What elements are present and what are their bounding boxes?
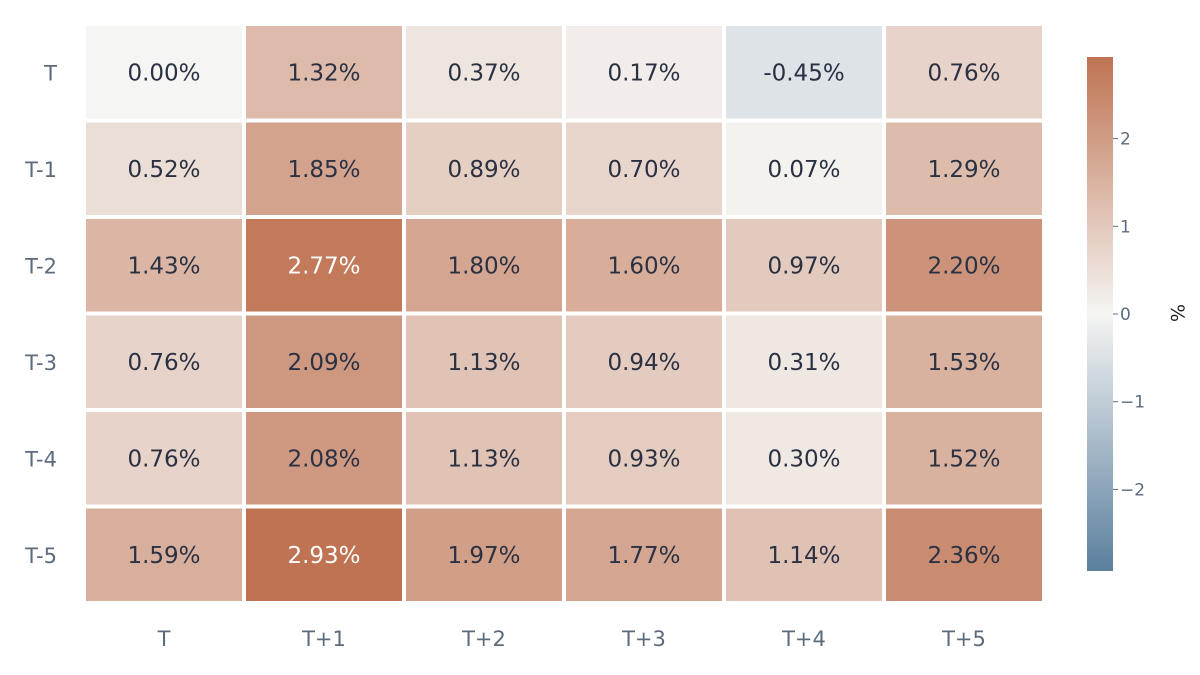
heatmap-cell (86, 315, 242, 408)
y-axis-ticks: T T-1 T-2 T-3 T-4 T-5 (24, 61, 57, 568)
cell-value-label: 1.52% (927, 446, 1000, 472)
heatmap-cell (406, 26, 562, 119)
cell-value-label: 1.53% (927, 350, 1000, 376)
cell-value-label: 0.31% (767, 350, 840, 376)
x-tick-label: T (157, 627, 171, 651)
heatmap-cell (246, 508, 402, 601)
heatmap-cell (726, 412, 882, 505)
colorbar-tick-label: 1 (1120, 217, 1131, 237)
heatmap-cell (406, 508, 562, 601)
x-tick-label: T+5 (941, 627, 986, 651)
y-tick-label: T (43, 61, 57, 85)
cell-value-label: 1.59% (127, 543, 200, 569)
heatmap-cell (566, 26, 722, 119)
cell-value-label: 0.00% (127, 60, 200, 86)
heatmap-cell (886, 508, 1042, 601)
heatmap-cell (406, 412, 562, 505)
heatmap-cell (406, 219, 562, 312)
cell-value-label: 0.76% (127, 350, 200, 376)
cell-value-label: 0.70% (607, 157, 680, 183)
heatmap-cell (406, 122, 562, 215)
heatmap-cell (886, 412, 1042, 505)
colorbar-gradient (1087, 57, 1113, 571)
heatmap-cell (86, 508, 242, 601)
heatmap-cell (886, 122, 1042, 215)
x-tick-label: T+3 (621, 627, 666, 651)
cell-value-label: 1.43% (127, 253, 200, 279)
colorbar-tick-label: 2 (1120, 130, 1131, 150)
heatmap-cell (566, 412, 722, 505)
y-tick-label: T-4 (24, 447, 57, 471)
cell-value-label: 1.77% (607, 543, 680, 569)
cell-value-label: 1.32% (287, 60, 360, 86)
cell-value-label: 2.20% (927, 253, 1000, 279)
heatmap-cell (86, 219, 242, 312)
x-tick-label: T+1 (301, 627, 346, 651)
cell-value-label: 2.77% (287, 253, 360, 279)
heatmap-cells: 0.00% 1.32% 0.37% 0.17% -0.45% 0.76% 0.52% 1.85… (86, 26, 1042, 601)
y-tick-label: T-3 (24, 351, 57, 375)
cell-value-label: 2.08% (287, 446, 360, 472)
cell-value-label: 0.94% (607, 350, 680, 376)
heatmap-cell (566, 315, 722, 408)
heatmap-cell (726, 219, 882, 312)
cell-value-label: 0.37% (447, 60, 520, 86)
x-axis-ticks: T T+1 T+2 T+3 T+4 T+5 (157, 627, 986, 651)
cell-value-label: 0.76% (127, 446, 200, 472)
cell-value-label: 2.36% (927, 543, 1000, 569)
cell-value-label: 1.85% (287, 157, 360, 183)
heatmap-cell (566, 122, 722, 215)
heatmap-cell (726, 26, 882, 119)
cell-value-label: 1.80% (447, 253, 520, 279)
y-tick-label: T-2 (24, 254, 57, 278)
cell-value-label: 0.76% (927, 60, 1000, 86)
cell-value-label: 0.07% (767, 157, 840, 183)
heatmap-cell (246, 122, 402, 215)
heatmap-cell (886, 315, 1042, 408)
cell-value-label: 2.93% (287, 543, 360, 569)
colorbar-title: % (1166, 304, 1188, 322)
heatmap-cell (86, 122, 242, 215)
heatmap-cell (246, 315, 402, 408)
heatmap-cell (246, 26, 402, 119)
heatmap-cell (726, 508, 882, 601)
colorbar-tick-label: −1 (1120, 393, 1145, 413)
cell-value-label: 1.13% (447, 446, 520, 472)
cell-value-label: 2.09% (287, 350, 360, 376)
colorbar-ticks: 2 1 0 −1 −2 (1113, 130, 1145, 500)
cell-value-label: -0.45% (763, 60, 844, 86)
heatmap-cell (86, 26, 242, 119)
colorbar-tick-label: −2 (1120, 480, 1145, 500)
heatmap-cell (406, 315, 562, 408)
cell-value-label: 1.14% (767, 543, 840, 569)
heatmap-cell (246, 412, 402, 505)
cell-value-label: 0.52% (127, 157, 200, 183)
cell-value-label: 0.93% (607, 446, 680, 472)
heatmap-cell (566, 219, 722, 312)
cell-value-label: 1.29% (927, 157, 1000, 183)
cell-value-label: 1.13% (447, 350, 520, 376)
heatmap-cell (886, 219, 1042, 312)
cell-value-label: 1.97% (447, 543, 520, 569)
cell-value-label: 0.17% (607, 60, 680, 86)
heatmap-cell (246, 219, 402, 312)
colorbar: 2 1 0 −1 −2 % (1087, 57, 1188, 571)
heatmap-cell (566, 508, 722, 601)
cell-value-label: 0.97% (767, 253, 840, 279)
x-tick-label: T+2 (461, 627, 506, 651)
heatmap-cell (86, 412, 242, 505)
heatmap-cell (726, 122, 882, 215)
cell-value-label: 1.60% (607, 253, 680, 279)
cell-value-label: 0.89% (447, 157, 520, 183)
heatmap-cell (886, 26, 1042, 119)
y-tick-label: T-1 (24, 158, 57, 182)
cell-value-label: 0.30% (767, 446, 840, 472)
colorbar-tick-label: 0 (1120, 305, 1131, 325)
heatmap-cell (726, 315, 882, 408)
x-tick-label: T+4 (781, 627, 826, 651)
y-tick-label: T-5 (24, 544, 57, 568)
